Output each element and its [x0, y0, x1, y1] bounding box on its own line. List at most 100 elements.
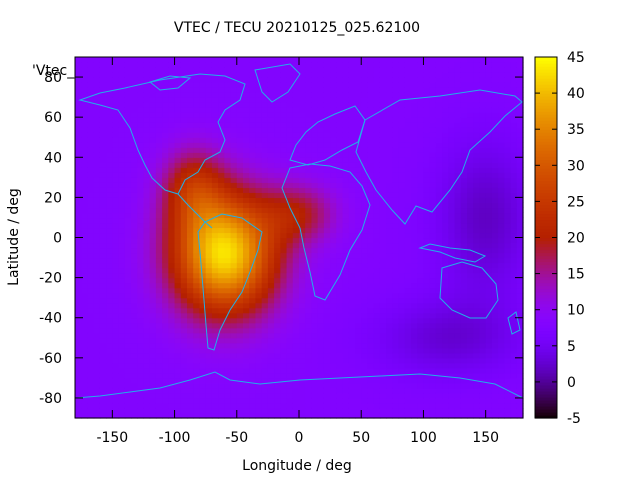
heatmap-cell: [274, 402, 281, 409]
heatmap-cell: [448, 377, 456, 384]
heatmap-cell: [118, 62, 126, 68]
heatmap-cell: [211, 127, 219, 133]
heatmap-cell: [106, 322, 113, 329]
heatmap-cell: [255, 372, 263, 379]
heatmap-cell: [224, 317, 232, 324]
heatmap-cell: [398, 107, 406, 113]
heatmap-cell: [149, 182, 157, 188]
heatmap-cell: [386, 367, 393, 374]
heatmap-cell: [355, 302, 362, 309]
heatmap-cell: [162, 62, 169, 68]
heatmap-cell: [467, 72, 474, 78]
heatmap-cell: [361, 337, 369, 344]
heatmap-cell: [81, 157, 89, 163]
heatmap-cell: [411, 252, 418, 259]
heatmap-cell: [230, 357, 238, 364]
heatmap-cell: [93, 132, 101, 138]
heatmap-cell: [299, 97, 306, 103]
heatmap-cell: [435, 167, 443, 173]
heatmap-cell: [448, 277, 456, 284]
heatmap-cell: [187, 362, 194, 369]
heatmap-cell: [386, 307, 393, 314]
heatmap-cell: [168, 352, 176, 359]
heatmap-cell: [174, 102, 182, 108]
heatmap-cell: [323, 222, 331, 229]
heatmap-cell: [491, 177, 499, 183]
heatmap-cell: [99, 112, 107, 118]
heatmap-cell: [243, 87, 250, 93]
heatmap-cell: [485, 262, 493, 269]
heatmap-cell: [491, 317, 499, 324]
heatmap-cell: [379, 257, 387, 264]
heatmap-cell: [299, 307, 306, 314]
heatmap-cell: [211, 302, 219, 309]
heatmap-cell: [336, 142, 344, 148]
heatmap-cell: [336, 392, 344, 399]
heatmap-cell: [454, 117, 462, 123]
heatmap-cell: [149, 147, 157, 153]
heatmap-cell: [411, 247, 418, 254]
heatmap-cell: [448, 117, 456, 123]
heatmap-cell: [355, 367, 362, 374]
heatmap-cell: [137, 272, 145, 279]
heatmap-cell: [211, 247, 219, 254]
heatmap-cell: [491, 322, 499, 329]
heatmap-cell: [317, 217, 325, 224]
heatmap-cell: [460, 192, 468, 198]
heatmap-cell: [442, 162, 449, 168]
heatmap-cell: [485, 222, 493, 229]
heatmap-cell: [243, 157, 250, 163]
heatmap-cell: [124, 392, 132, 399]
heatmap-cell: [361, 207, 369, 214]
heatmap-cell: [498, 347, 505, 354]
heatmap-cell: [311, 262, 319, 269]
heatmap-cell: [131, 57, 138, 63]
heatmap-cell: [124, 397, 132, 404]
heatmap-cell: [367, 117, 375, 123]
heatmap-cell: [454, 162, 462, 168]
heatmap-cell: [218, 232, 225, 239]
heatmap-cell: [342, 102, 350, 108]
heatmap-cell: [404, 227, 412, 234]
heatmap-cell: [386, 77, 393, 83]
heatmap-cell: [112, 92, 120, 98]
heatmap-cell: [392, 327, 400, 334]
heatmap-cell: [224, 122, 232, 128]
heatmap-cell: [485, 172, 493, 178]
heatmap-cell: [274, 352, 281, 359]
heatmap-cell: [149, 212, 157, 219]
heatmap-cell: [460, 92, 468, 98]
heatmap-cell: [491, 412, 499, 419]
heatmap-cell: [429, 407, 437, 414]
heatmap-cell: [448, 197, 456, 203]
heatmap-cell: [454, 127, 462, 133]
heatmap-cell: [292, 112, 300, 118]
heatmap-cell: [423, 382, 431, 389]
heatmap-cell: [280, 287, 288, 294]
heatmap-cell: [218, 382, 225, 389]
heatmap-cell: [218, 172, 225, 178]
heatmap-cell: [355, 222, 362, 229]
heatmap-cell: [230, 72, 238, 78]
heatmap-cell: [467, 92, 474, 98]
heatmap-cell: [305, 257, 313, 264]
heatmap-cell: [243, 212, 250, 219]
heatmap-cell: [155, 282, 163, 289]
heatmap-cell: [87, 152, 95, 158]
heatmap-cell: [118, 122, 126, 128]
heatmap-cell: [392, 302, 400, 309]
heatmap-cell: [355, 127, 362, 133]
heatmap-cell: [236, 307, 244, 314]
heatmap-cell: [448, 302, 456, 309]
heatmap-cell: [404, 107, 412, 113]
heatmap-cell: [249, 77, 257, 83]
heatmap-cell: [367, 332, 375, 339]
heatmap-cell: [87, 162, 95, 168]
heatmap-cell: [131, 302, 138, 309]
heatmap-cell: [187, 102, 194, 108]
heatmap-cell: [491, 277, 499, 284]
heatmap-cell: [75, 247, 82, 254]
heatmap-cell: [137, 382, 145, 389]
heatmap-cell: [292, 72, 300, 78]
heatmap-cell: [386, 317, 393, 324]
